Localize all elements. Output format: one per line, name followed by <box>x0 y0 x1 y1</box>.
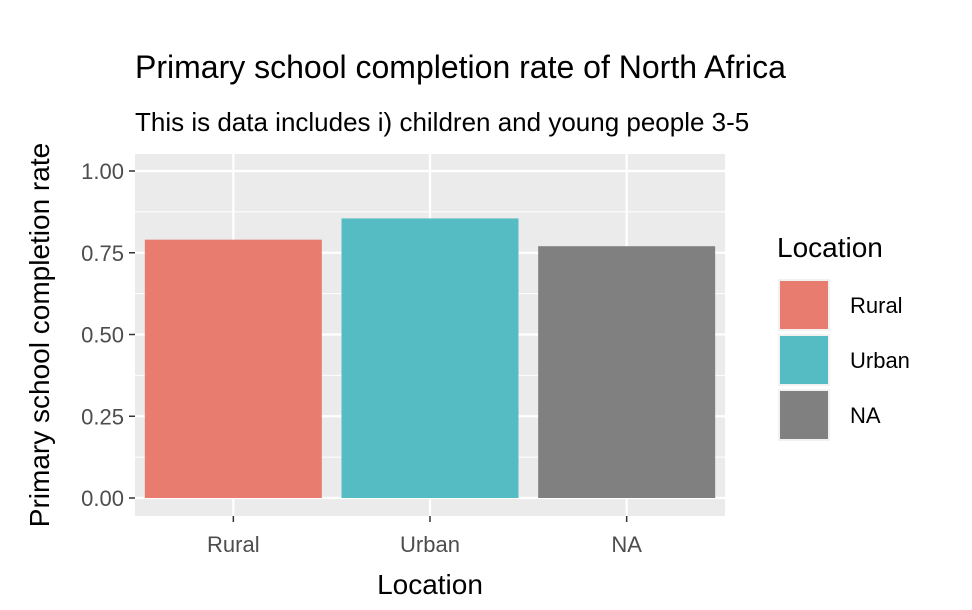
legend-label: Rural <box>850 293 903 318</box>
legend-key-rural <box>780 281 828 329</box>
x-axis: Rural Urban NA <box>207 516 642 557</box>
x-axis-title: Location <box>377 569 483 600</box>
legend-label: Urban <box>850 348 910 373</box>
legend-title: Location <box>777 232 883 263</box>
y-tick-label: 0.75 <box>81 241 124 266</box>
bar-rural <box>144 239 322 499</box>
legend-key-na <box>780 391 828 439</box>
x-tick-label: Rural <box>207 532 260 557</box>
y-axis: 0.00 0.25 0.50 0.75 1.00 <box>81 159 135 511</box>
y-tick-label: 0.00 <box>81 486 124 511</box>
y-axis-title: Primary school completion rate <box>24 143 55 527</box>
legend: Location Rural Urban NA <box>777 232 910 441</box>
x-tick-label: Urban <box>400 532 460 557</box>
bars <box>144 218 716 499</box>
chart-title: Primary school completion rate of North … <box>135 49 786 85</box>
legend-key-urban <box>780 336 828 384</box>
legend-items: Rural Urban NA <box>778 279 910 441</box>
bar-urban <box>341 218 519 499</box>
chart-subtitle: This is data includes i) children and yo… <box>135 107 749 137</box>
y-tick-label: 0.25 <box>81 404 124 429</box>
y-tick-label: 1.00 <box>81 159 124 184</box>
x-tick-label: NA <box>611 532 642 557</box>
legend-label: NA <box>850 403 881 428</box>
y-tick-label: 0.50 <box>81 323 124 348</box>
bar-na <box>538 246 716 498</box>
